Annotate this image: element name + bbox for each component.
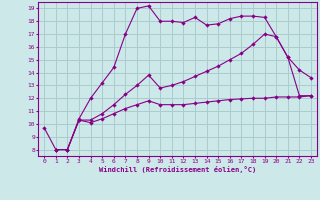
X-axis label: Windchill (Refroidissement éolien,°C): Windchill (Refroidissement éolien,°C) [99,166,256,173]
